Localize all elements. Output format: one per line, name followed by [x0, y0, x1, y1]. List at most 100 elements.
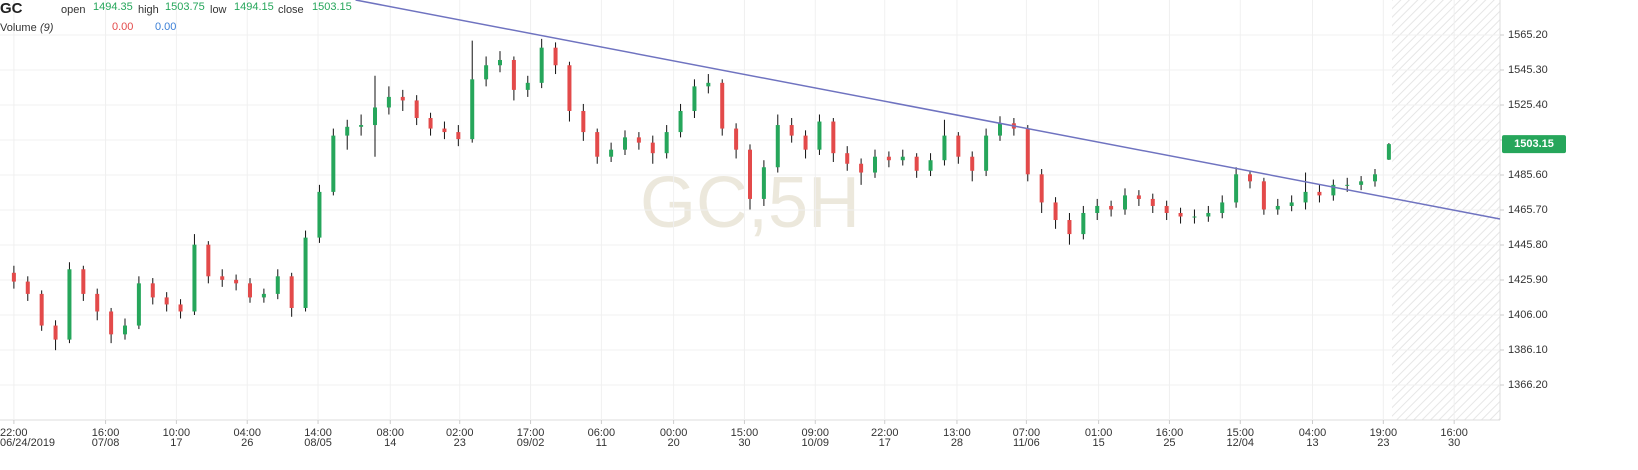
candle-body: [39, 293, 44, 326]
x-tick-label: 08:00: [377, 427, 405, 439]
x-tick-label: 00:00: [660, 427, 688, 439]
x-tick-label: 14:00: [304, 427, 332, 439]
field-label: open: [61, 4, 85, 16]
candle-body: [1164, 205, 1169, 213]
candle-body: [734, 128, 739, 150]
candle-body: [609, 149, 614, 157]
x-tick-date: 06/24/2019: [0, 437, 55, 449]
x-tick-label: 19:00: [1370, 427, 1398, 439]
candle-body: [539, 47, 544, 83]
x-tick-date: 08/05: [304, 437, 332, 449]
candle-body: [1373, 174, 1377, 182]
candle-body: [234, 279, 239, 284]
y-tick-label: 1545.30: [1508, 64, 1548, 76]
x-tick-date: 17: [879, 437, 891, 449]
x-tick-label: 13:00: [943, 427, 971, 439]
y-tick-label: 1445.80: [1508, 239, 1548, 251]
candle-body: [150, 283, 155, 298]
candle-body: [1081, 212, 1086, 235]
candle-body: [386, 96, 391, 108]
candle-body: [511, 59, 516, 90]
x-tick-label: 02:00: [446, 427, 474, 439]
candle-body: [1039, 174, 1044, 203]
candle-body: [178, 304, 183, 312]
candle-body: [289, 276, 294, 308]
candle-body: [956, 135, 961, 157]
candle-body: [373, 107, 377, 126]
candle-body: [136, 283, 141, 326]
x-tick-label: 22:00: [0, 427, 28, 439]
candle-body: [1261, 181, 1266, 210]
x-tick-label: 22:00: [871, 427, 899, 439]
candle-body: [1206, 212, 1211, 217]
candle-body: [206, 244, 211, 277]
y-tick-label: 1525.40: [1508, 99, 1548, 111]
x-tick-date: 12/04: [1227, 437, 1255, 449]
candle-body: [359, 125, 364, 127]
candle-body: [400, 96, 405, 101]
y-tick-label: 1406.00: [1508, 309, 1548, 321]
x-tick-date: 26: [241, 437, 253, 449]
x-tick-date: 07/08: [92, 437, 120, 449]
candle-body: [706, 82, 711, 87]
candle-body: [748, 149, 752, 199]
candle-body: [581, 110, 586, 133]
volume-period: (9): [40, 22, 54, 34]
x-tick-date: 17: [170, 437, 182, 449]
candle-body: [1275, 205, 1280, 210]
candle-body: [1248, 174, 1252, 182]
candle-body: [1303, 191, 1308, 203]
candle-body: [248, 283, 252, 298]
candle-body: [1025, 128, 1030, 175]
candle-body: [428, 118, 433, 129]
candle-body: [720, 82, 725, 129]
candle-body: [525, 82, 530, 90]
candle-body: [456, 132, 461, 140]
x-tick-date: 30: [738, 437, 750, 449]
candle-body: [192, 244, 197, 312]
close-value: 1503.15: [312, 1, 352, 13]
candle-body: [1136, 195, 1141, 199]
candle-body: [1359, 181, 1364, 185]
y-tick-label: 1425.90: [1508, 274, 1548, 286]
x-tick-label: 04:00: [233, 427, 261, 439]
field-label: high: [138, 4, 159, 16]
field-label: low: [210, 4, 227, 16]
x-tick-date: 23: [454, 437, 466, 449]
candle-body: [664, 132, 669, 154]
candle-body: [53, 325, 58, 340]
x-tick-date: 20: [667, 437, 679, 449]
x-tick-label: 07:00: [1013, 427, 1041, 439]
candle-body: [81, 269, 86, 294]
last-price-box: [1502, 135, 1566, 154]
y-tick-label: 1465.70: [1508, 204, 1548, 216]
x-tick-date: 13: [1306, 437, 1318, 449]
candle-body: [1150, 198, 1155, 206]
candle-body: [623, 137, 627, 150]
candle-body: [553, 47, 558, 66]
y-tick-label: 1485.60: [1508, 169, 1548, 181]
x-tick-date: 30: [1448, 437, 1460, 449]
x-tick-date: 14: [384, 437, 396, 449]
x-tick-date: 25: [1163, 437, 1175, 449]
candle-body: [25, 281, 30, 294]
high-value: 1503.75: [165, 1, 205, 13]
candle-body: [831, 121, 836, 154]
x-tick-date: 09/02: [517, 437, 545, 449]
open-value: 1494.35: [93, 1, 133, 13]
candle-body: [859, 163, 864, 173]
candle-body: [345, 126, 350, 136]
trendline: [355, 0, 1501, 220]
x-tick-date: 10/09: [802, 437, 830, 449]
candle-body: [275, 276, 280, 294]
x-tick-date: 23: [1377, 437, 1389, 449]
candle-body: [928, 160, 933, 171]
candle-body: [470, 79, 475, 140]
candle-body: [109, 311, 114, 335]
candle-body: [984, 135, 989, 171]
low-value: 1494.15: [234, 1, 274, 13]
header: GC open 1494.35 high 1503.75 low 1494.15…: [0, 0, 352, 34]
last-price-label: 1503.15: [1514, 138, 1554, 150]
candle-body: [692, 86, 697, 111]
